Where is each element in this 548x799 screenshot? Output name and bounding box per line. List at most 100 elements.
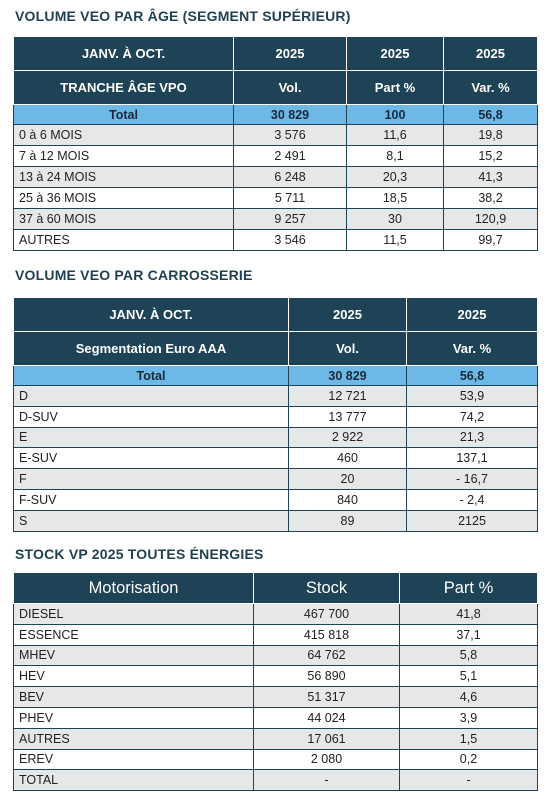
data-row: PHEV 44 024 3,9 xyxy=(13,706,538,729)
cell: 11,6 xyxy=(346,124,444,146)
cell: - 16,7 xyxy=(406,468,538,490)
cell: Stock xyxy=(253,572,400,604)
cell: 7 à 12 MOIS xyxy=(13,145,234,167)
section-title: VOLUME VEO PAR ÂGE (SEGMENT SUPÉRIEUR) xyxy=(15,8,351,24)
section-title: STOCK VP 2025 TOUTES ÉNERGIES xyxy=(15,546,264,562)
cell: Part % xyxy=(346,70,444,105)
cell: 13 à 24 MOIS xyxy=(13,166,234,188)
cell: 2125 xyxy=(406,509,538,532)
cell: Vol. xyxy=(288,331,407,366)
cell: 51 317 xyxy=(253,686,400,708)
data-row: 37 à 60 MOIS 9 257 30 120,9 xyxy=(13,208,538,230)
cell: 2 080 xyxy=(253,748,400,771)
header-row: Segmentation Euro AAA Vol. Var. % xyxy=(13,331,538,366)
data-row: EREV 2 080 0,2 xyxy=(13,748,538,771)
cell: 41,8 xyxy=(399,603,538,625)
cell: 3,9 xyxy=(399,706,538,729)
table-wrap: Motorisation Stock Part % DIESEL 467 700 41,8… xyxy=(13,572,538,792)
cell: 5 711 xyxy=(233,187,347,209)
data-row: HEV 56 890 5,1 xyxy=(13,665,538,688)
cell: AUTRES xyxy=(13,229,234,251)
cell: D xyxy=(13,385,289,407)
cell: 5,1 xyxy=(399,665,538,688)
cell: - 2,4 xyxy=(406,488,538,511)
cell: 100 xyxy=(346,104,444,125)
cell: 37 à 60 MOIS xyxy=(13,208,234,230)
cell: 460 xyxy=(288,447,407,470)
cell: 0,2 xyxy=(399,748,538,771)
data-row: S 89 2125 xyxy=(13,509,538,532)
cell: 38,2 xyxy=(443,187,538,209)
data-row: DIESEL 467 700 41,8 xyxy=(13,603,538,625)
header-row: Motorisation Stock Part % xyxy=(13,572,538,604)
cell: 2025 xyxy=(406,297,538,332)
cell: PHEV xyxy=(13,706,254,729)
cell: E-SUV xyxy=(13,447,289,470)
cell: 37,1 xyxy=(399,623,538,646)
data-row: F-SUV 840- 2,4 xyxy=(13,488,538,511)
cell: 18,5 xyxy=(346,187,444,209)
cell: 8,1 xyxy=(346,145,444,167)
data-row: D 12 721 53,9 xyxy=(13,385,538,407)
cell: 99,7 xyxy=(443,229,538,251)
cell: 415 818 xyxy=(253,623,400,646)
cell: 15,2 xyxy=(443,145,538,167)
section-title: VOLUME VEO PAR CARROSSERIE xyxy=(15,267,253,283)
cell: MHEV xyxy=(13,644,254,667)
data-row: E-SUV 460 137,1 xyxy=(13,447,538,470)
cell: 2025 xyxy=(443,36,538,71)
cell: 13 777 xyxy=(288,405,407,428)
data-row: 7 à 12 MOIS 2 491 8,1 15,2 xyxy=(13,145,538,167)
cell: Motorisation xyxy=(13,572,254,604)
cell: 9 257 xyxy=(233,208,347,230)
cell: 64 762 xyxy=(253,644,400,667)
cell: 11,5 xyxy=(346,229,444,251)
cell: Total xyxy=(13,104,234,125)
cell: 53,9 xyxy=(406,385,538,407)
cell: 74,2 xyxy=(406,405,538,428)
cell: JANV. À OCT. xyxy=(13,36,234,71)
cell: JANV. À OCT. xyxy=(13,297,289,332)
cell: 2025 xyxy=(346,36,444,71)
cell: 6 248 xyxy=(233,166,347,188)
cell: Segmentation Euro AAA xyxy=(13,331,289,366)
cell: 44 024 xyxy=(253,706,400,729)
total-row: Total 30 829 100 56,8 xyxy=(13,104,538,125)
cell: 467 700 xyxy=(253,603,400,625)
cell: 56 890 xyxy=(253,665,400,688)
cell: HEV xyxy=(13,665,254,688)
data-row: 25 à 36 MOIS 5 711 18,5 38,2 xyxy=(13,187,538,209)
cell: 2 491 xyxy=(233,145,347,167)
cell: - xyxy=(399,769,538,792)
cell: D-SUV xyxy=(13,405,289,428)
cell: F xyxy=(13,468,289,490)
data-row: D-SUV 13 777 74,2 xyxy=(13,405,538,428)
cell: 2 922 xyxy=(288,426,407,449)
data-table: Motorisation Stock Part % DIESEL 467 700 41,8… xyxy=(13,572,538,792)
data-row: TOTAL - - xyxy=(13,769,538,792)
cell: 2025 xyxy=(233,36,347,71)
cell: ESSENCE xyxy=(13,623,254,646)
total-row: Total 30 829 56,8 xyxy=(13,365,538,386)
cell: Vol. xyxy=(233,70,347,105)
cell: 20,3 xyxy=(346,166,444,188)
data-row: BEV 51 317 4,6 xyxy=(13,686,538,708)
data-row: MHEV 64 762 5,8 xyxy=(13,644,538,667)
data-row: ESSENCE 415 818 37,1 xyxy=(13,623,538,646)
table-wrap: JANV. À OCT. 2025 2025 Segmentation Euro AA… xyxy=(13,297,538,532)
cell: - xyxy=(253,769,400,792)
cell: E xyxy=(13,426,289,449)
data-row: AUTRES 17 061 1,5 xyxy=(13,727,538,750)
cell: BEV xyxy=(13,686,254,708)
cell: AUTRES xyxy=(13,727,254,750)
cell: 0 à 6 MOIS xyxy=(13,124,234,146)
cell: 120,9 xyxy=(443,208,538,230)
cell: 12 721 xyxy=(288,385,407,407)
cell: 30 xyxy=(346,208,444,230)
cell: 19,8 xyxy=(443,124,538,146)
cell: 25 à 36 MOIS xyxy=(13,187,234,209)
cell: 30 829 xyxy=(233,104,347,125)
cell: DIESEL xyxy=(13,603,254,625)
